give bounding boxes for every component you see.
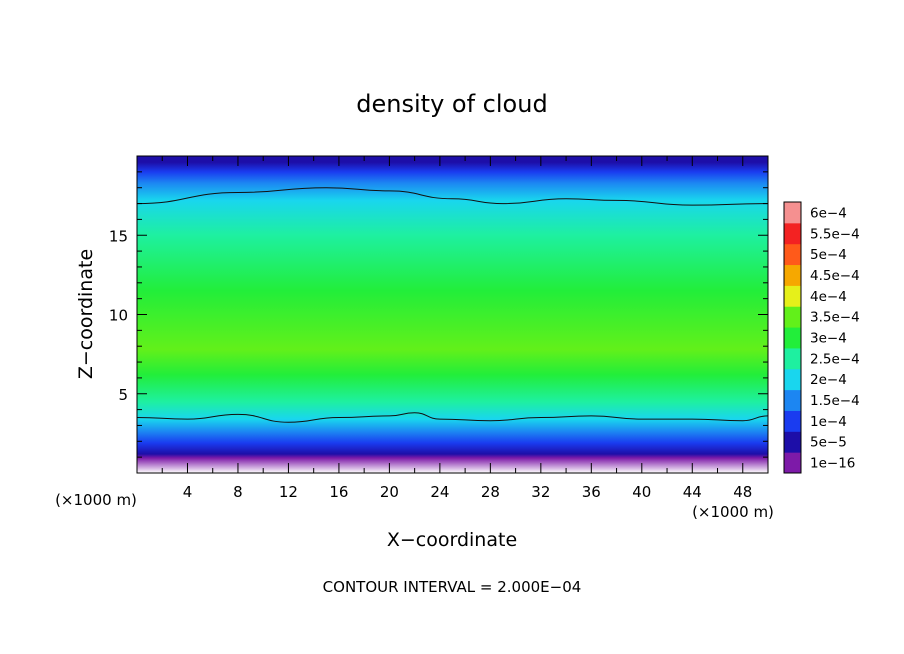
x-tick-label: 20 xyxy=(380,483,399,501)
chart-title: density of cloud xyxy=(356,90,547,118)
x-axis-label: X−coordinate xyxy=(387,529,517,551)
x-tick-label: 36 xyxy=(582,483,601,501)
colorbar-swatch xyxy=(784,222,801,245)
x-tick-label: 8 xyxy=(233,483,243,501)
y-tick-label: 10 xyxy=(109,307,128,325)
colorbar-swatch xyxy=(784,264,801,286)
colorbar-swatch xyxy=(784,431,801,453)
x-unit-right: (×1000 m) xyxy=(692,503,774,521)
colorbar-swatch xyxy=(784,243,801,266)
plot-area xyxy=(136,155,769,474)
colorbar-swatch xyxy=(784,347,801,370)
colorbar-label: 1e−16 xyxy=(810,456,855,472)
colorbar-label: 1.5e−4 xyxy=(810,393,860,409)
colorbar-label: 5.5e−4 xyxy=(810,226,860,242)
y-tick-label: 15 xyxy=(109,227,128,245)
x-tick-label: 48 xyxy=(733,483,752,501)
colorbar-swatch xyxy=(784,285,801,307)
x-tick-label: 44 xyxy=(683,483,702,501)
y-tick-label: 5 xyxy=(118,386,128,404)
x-tick-label: 16 xyxy=(329,483,348,501)
x-axis: 4 8 12 16 20 24 28 32 36 40 44 48 xyxy=(161,156,752,501)
x-tick-label: 4 xyxy=(183,483,193,501)
y-axis-label: Z−coordinate xyxy=(75,249,97,379)
colorbar-label: 5e−4 xyxy=(810,247,847,263)
x-tick-label: 40 xyxy=(632,483,651,501)
colorbar-swatch xyxy=(784,327,801,349)
colorbar-swatch xyxy=(784,202,801,224)
contour-interval-note: CONTOUR INTERVAL = 2.000E−04 xyxy=(323,578,582,596)
colorbar-swatch xyxy=(784,368,801,391)
colorbar: 1e−16 5e−5 1e−4 1.5e−4 2e−4 2.5e−4 3e−4 3.5e−4 4… xyxy=(783,201,860,474)
heatmap-field xyxy=(137,156,768,473)
x-tick-label: 24 xyxy=(430,483,449,501)
x-tick-label: 32 xyxy=(531,483,550,501)
contour-line xyxy=(137,412,768,423)
colorbar-label: 4e−4 xyxy=(810,289,847,305)
x-tick-label: 12 xyxy=(279,483,298,501)
colorbar-label: 3e−4 xyxy=(810,331,847,347)
colorbar-swatch xyxy=(784,410,801,432)
x-unit-left: (×1000 m) xyxy=(55,491,137,509)
colorbar-swatch xyxy=(784,306,801,328)
contour-line xyxy=(137,187,768,206)
colorbar-swatch xyxy=(784,389,801,411)
colorbar-label: 2.5e−4 xyxy=(810,351,860,367)
x-tick-label: 28 xyxy=(481,483,500,501)
y-axis: 5 10 15 xyxy=(109,171,768,458)
colorbar-label: 4.5e−4 xyxy=(810,268,860,284)
colorbar-label: 6e−4 xyxy=(810,205,847,221)
colorbar-label: 3.5e−4 xyxy=(810,310,860,326)
colorbar-label: 5e−5 xyxy=(810,435,847,451)
colorbar-label: 1e−4 xyxy=(810,414,847,430)
colorbar-swatch xyxy=(784,452,801,474)
colorbar-label: 2e−4 xyxy=(810,372,847,388)
colorbar-frame xyxy=(783,201,802,474)
